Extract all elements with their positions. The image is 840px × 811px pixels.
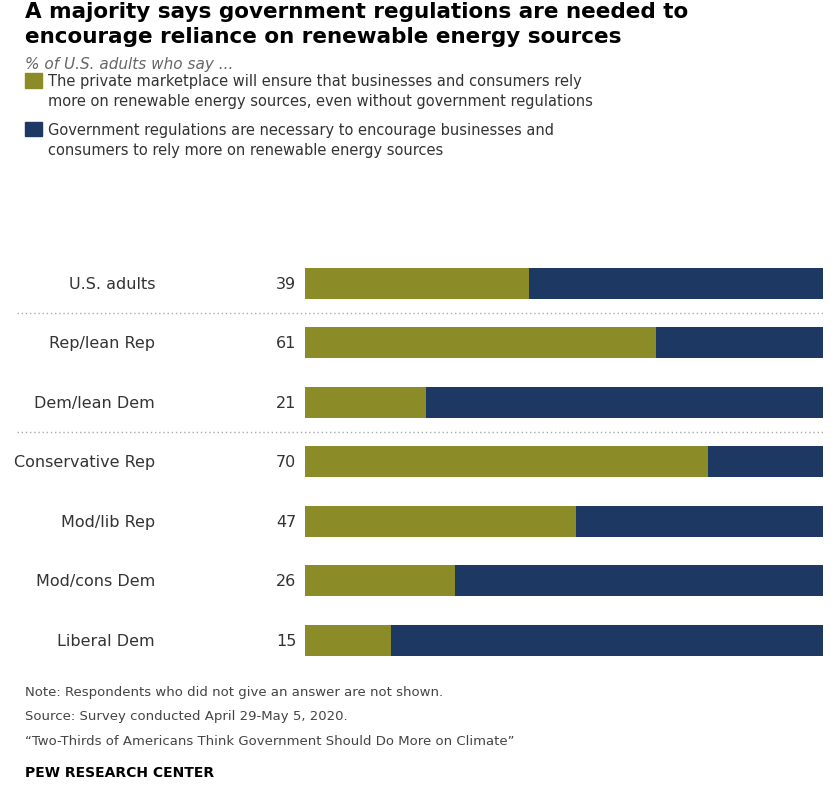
Bar <box>454 565 840 597</box>
Text: consumers to rely more on renewable energy sources: consumers to rely more on renewable ener… <box>48 143 444 157</box>
Text: 26: 26 <box>276 573 297 589</box>
Text: % of U.S. adults who say ...: % of U.S. adults who say ... <box>25 57 234 71</box>
Text: 70: 70 <box>276 455 297 470</box>
Bar <box>305 268 529 299</box>
Text: 15: 15 <box>276 633 297 648</box>
Text: “Two-Thirds of Americans Think Government Should Do More on Climate”: “Two-Thirds of Americans Think Governmen… <box>25 734 515 747</box>
Text: A majority says government regulations are needed to: A majority says government regulations a… <box>25 2 689 22</box>
Text: 21: 21 <box>276 396 297 410</box>
Text: Note: Respondents who did not give an answer are not shown.: Note: Respondents who did not give an an… <box>25 685 444 698</box>
Text: Dem/lean Dem: Dem/lean Dem <box>34 396 155 410</box>
Bar <box>708 447 840 478</box>
Bar <box>305 565 454 597</box>
Bar <box>575 506 840 537</box>
Text: PEW RESEARCH CENTER: PEW RESEARCH CENTER <box>25 765 214 779</box>
Bar <box>426 388 840 418</box>
Text: 47: 47 <box>276 514 297 529</box>
Bar <box>391 625 840 656</box>
Text: Mod/cons Dem: Mod/cons Dem <box>36 573 155 589</box>
Text: 39: 39 <box>276 277 297 292</box>
Bar <box>529 268 840 299</box>
Bar <box>656 328 840 359</box>
Bar <box>305 328 656 359</box>
Text: Conservative Rep: Conservative Rep <box>14 455 155 470</box>
Text: Mod/lib Rep: Mod/lib Rep <box>61 514 155 529</box>
Text: Rep/lean Rep: Rep/lean Rep <box>49 336 155 351</box>
Text: Liberal Dem: Liberal Dem <box>57 633 155 648</box>
Bar <box>305 388 426 418</box>
Text: Source: Survey conducted April 29-May 5, 2020.: Source: Survey conducted April 29-May 5,… <box>25 710 348 723</box>
Text: Government regulations are necessary to encourage businesses and: Government regulations are necessary to … <box>48 122 554 137</box>
Bar <box>305 447 708 478</box>
Bar <box>305 506 575 537</box>
Text: U.S. adults: U.S. adults <box>69 277 155 292</box>
Bar <box>305 625 391 656</box>
Text: more on renewable energy sources, even without government regulations: more on renewable energy sources, even w… <box>48 94 593 109</box>
Text: 61: 61 <box>276 336 297 351</box>
Text: encourage reliance on renewable energy sources: encourage reliance on renewable energy s… <box>25 27 622 47</box>
Text: The private marketplace will ensure that businesses and consumers rely: The private marketplace will ensure that… <box>48 74 581 88</box>
